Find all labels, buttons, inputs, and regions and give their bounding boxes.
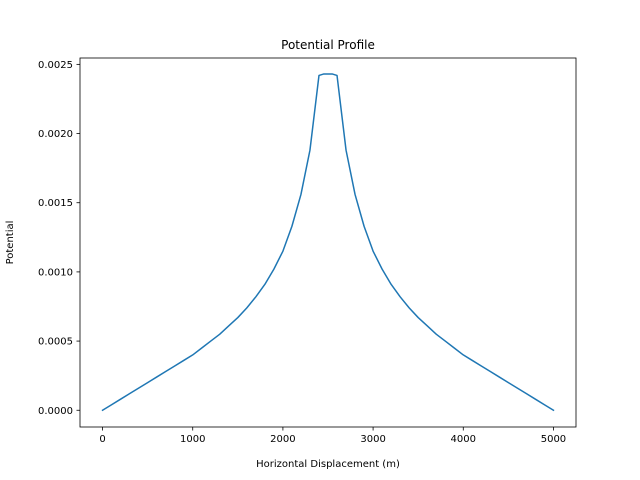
x-tick-label: 0 — [99, 434, 105, 445]
x-tick-label: 1000 — [180, 434, 205, 445]
x-tick-label: 3000 — [360, 434, 385, 445]
x-tick-label: 2000 — [270, 434, 295, 445]
x-tick-label: 5000 — [541, 434, 566, 445]
y-tick-label: 0.0025 — [38, 60, 73, 71]
potential-series-line — [101, 73, 555, 412]
y-axis-label: Potential — [5, 221, 16, 265]
y-tick-label: 0.0015 — [38, 198, 73, 209]
series-group — [101, 73, 555, 412]
chart-title: Potential Profile — [281, 38, 375, 52]
y-tick-label: 0.0005 — [38, 337, 73, 348]
axis-ticks: 0 1000 2000 3000 4000 5000 0.0000 0.0005 0.0010 0… — [38, 60, 566, 445]
y-tick-label: 0.0010 — [38, 267, 73, 278]
plot-frame — [79, 57, 577, 428]
x-axis-label: Horizontal Displacement (m) — [256, 459, 400, 470]
x-tick-label: 4000 — [451, 434, 476, 445]
y-tick-label: 0.0020 — [38, 129, 73, 140]
y-tick-label: 0.0000 — [38, 406, 73, 417]
plot-area — [80, 58, 576, 427]
